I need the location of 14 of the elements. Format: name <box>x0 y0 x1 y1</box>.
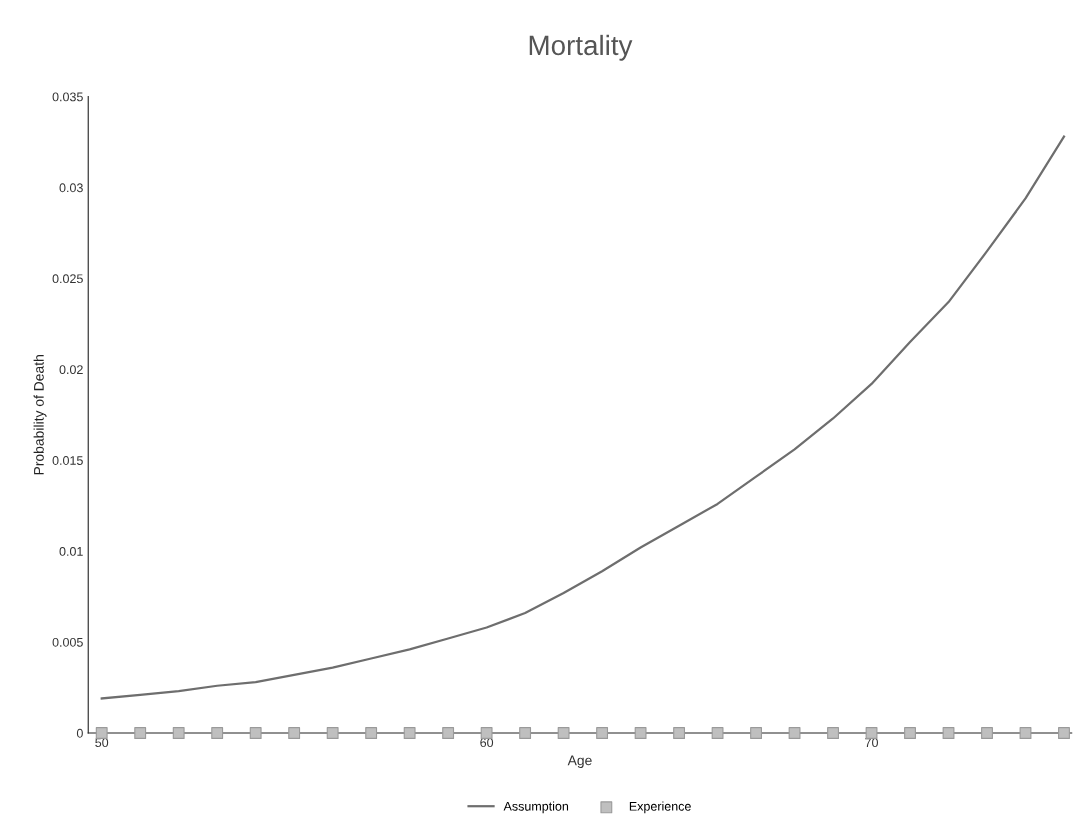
y-axis-title: Probability of Death <box>33 355 47 475</box>
line-series <box>100 135 1066 700</box>
legend-label: Experience <box>629 801 691 814</box>
y-tick-label: 0.035 <box>52 92 83 102</box>
y-tick-label: 0 <box>76 728 83 738</box>
chart-title: Mortality <box>529 34 633 61</box>
y-tick-label: 0.025 <box>52 274 83 284</box>
x-axis-title: Age <box>567 755 592 769</box>
y-tick-label: 0.015 <box>52 456 83 465</box>
y-tick-label: 0.005 <box>52 637 83 647</box>
y-tick-label: 0.03 <box>59 183 83 193</box>
legend-label: Assumption <box>503 801 569 814</box>
y-tick-label: 0.01 <box>59 546 83 556</box>
y-tick-label: 0.02 <box>59 365 83 375</box>
